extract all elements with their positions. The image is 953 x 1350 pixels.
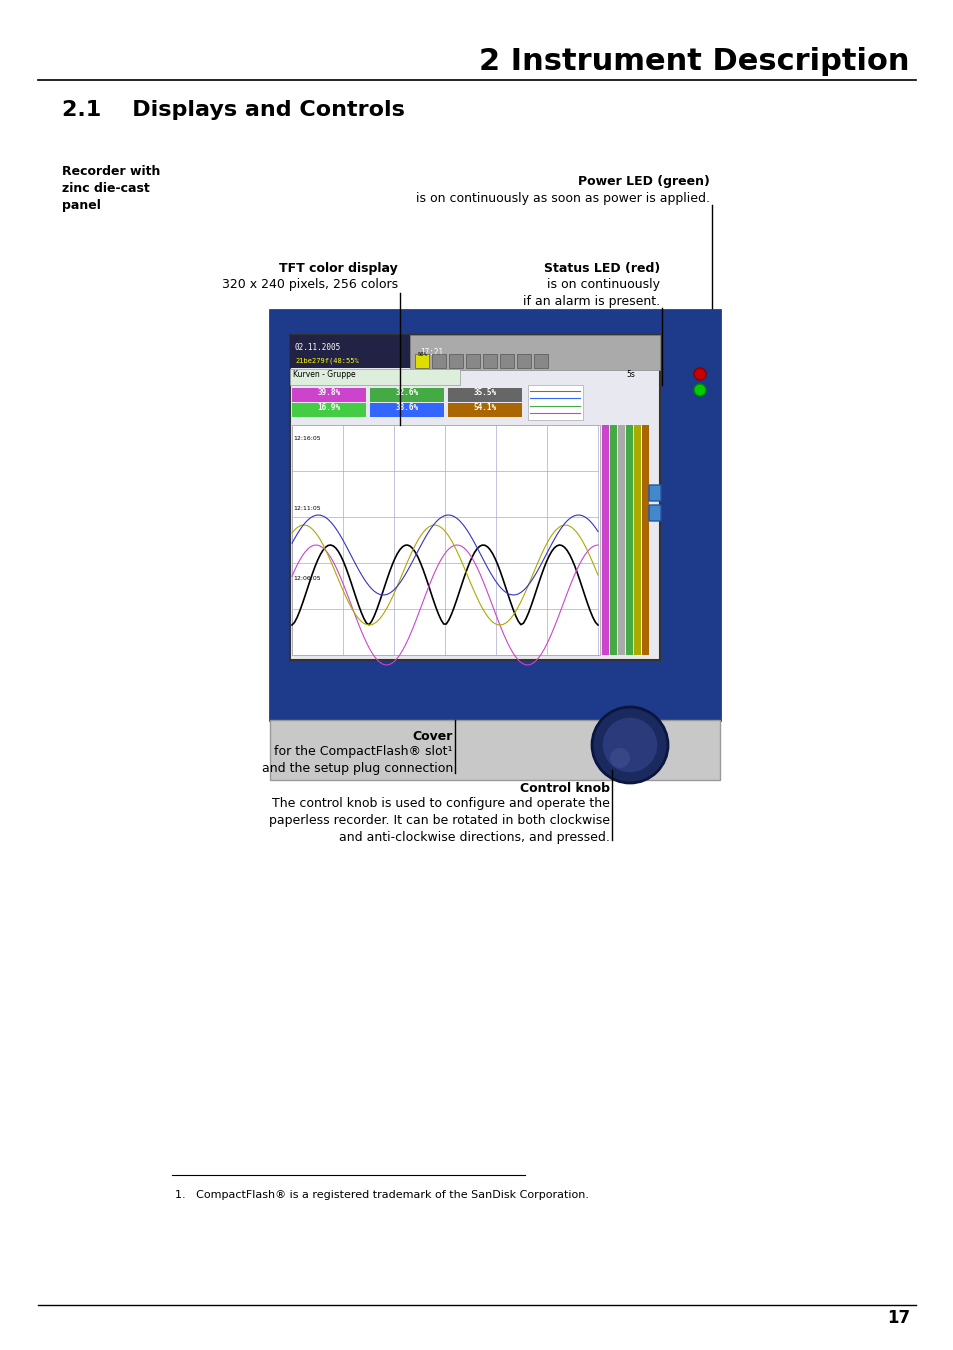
Text: Status LED (red): Status LED (red)	[543, 262, 659, 275]
Text: 16.9%: 16.9%	[317, 404, 340, 412]
Bar	[517, 354, 531, 369]
Bar	[410, 335, 659, 370]
Text: 54.1%: 54.1%	[473, 404, 497, 412]
Bar	[290, 335, 659, 660]
Text: 02.11.2005: 02.11.2005	[294, 343, 341, 352]
Bar	[625, 425, 633, 655]
Text: Control knob: Control knob	[519, 782, 609, 795]
Text: 17: 17	[886, 1310, 909, 1327]
Text: 32.6%: 32.6%	[395, 387, 418, 397]
Bar	[465, 354, 479, 369]
Text: 50%: 50%	[417, 352, 427, 356]
Text: Kurven - Gruppe: Kurven - Gruppe	[293, 370, 355, 379]
Bar	[292, 425, 599, 655]
Bar	[534, 354, 547, 369]
Text: 2.1    Displays and Controls: 2.1 Displays and Controls	[62, 100, 404, 120]
FancyBboxPatch shape	[648, 485, 660, 501]
Text: Cover: Cover	[413, 730, 453, 742]
Circle shape	[693, 369, 705, 379]
Text: Recorder with
zinc die-cast
panel: Recorder with zinc die-cast panel	[62, 165, 160, 212]
Bar	[641, 425, 648, 655]
Text: 38.6%: 38.6%	[395, 404, 418, 412]
Text: 5s: 5s	[625, 370, 635, 379]
Bar	[448, 404, 521, 417]
Bar	[609, 425, 617, 655]
Bar	[432, 354, 446, 369]
Bar	[449, 354, 462, 369]
Bar	[370, 404, 443, 417]
Bar	[292, 387, 366, 402]
Text: is on continuously as soon as power is applied.: is on continuously as soon as power is a…	[416, 192, 709, 205]
Bar	[601, 425, 608, 655]
Text: 2 Instrument Description: 2 Instrument Description	[479, 47, 909, 77]
Bar	[415, 354, 429, 369]
Circle shape	[693, 383, 705, 396]
FancyBboxPatch shape	[648, 505, 660, 521]
Bar	[448, 387, 521, 402]
Text: 17:21: 17:21	[419, 348, 442, 356]
Text: 1.   CompactFlash® is a registered trademark of the SanDisk Corporation.: 1. CompactFlash® is a registered tradema…	[174, 1189, 588, 1200]
Text: is on continuously
if an alarm is present.: is on continuously if an alarm is presen…	[522, 278, 659, 308]
Bar	[290, 335, 659, 369]
Text: Power LED (green): Power LED (green)	[578, 176, 709, 188]
Bar	[292, 404, 366, 417]
Text: 21be279f(48:55%: 21be279f(48:55%	[294, 356, 358, 363]
Bar	[270, 310, 720, 720]
Bar	[482, 354, 497, 369]
Bar	[527, 385, 582, 420]
Bar	[634, 425, 640, 655]
Circle shape	[609, 748, 629, 768]
Bar	[270, 720, 720, 780]
Text: 12:16:05: 12:16:05	[293, 436, 320, 441]
Text: 320 x 240 pixels, 256 colors: 320 x 240 pixels, 256 colors	[222, 278, 397, 292]
Text: 12:11:05: 12:11:05	[293, 506, 320, 512]
Text: TFT color display: TFT color display	[279, 262, 397, 275]
Bar	[499, 354, 514, 369]
Text: 39.8%: 39.8%	[317, 387, 340, 397]
Text: The control knob is used to configure and operate the
paperless recorder. It can: The control knob is used to configure an…	[269, 796, 609, 844]
Text: 12:06:05: 12:06:05	[293, 576, 320, 580]
Bar	[290, 369, 459, 385]
Bar	[618, 425, 624, 655]
Text: 35.5%: 35.5%	[473, 387, 497, 397]
Circle shape	[592, 707, 667, 783]
Circle shape	[601, 717, 658, 774]
Bar	[370, 387, 443, 402]
Text: for the CompactFlash® slot¹
and the setup plug connection: for the CompactFlash® slot¹ and the setu…	[261, 745, 453, 775]
